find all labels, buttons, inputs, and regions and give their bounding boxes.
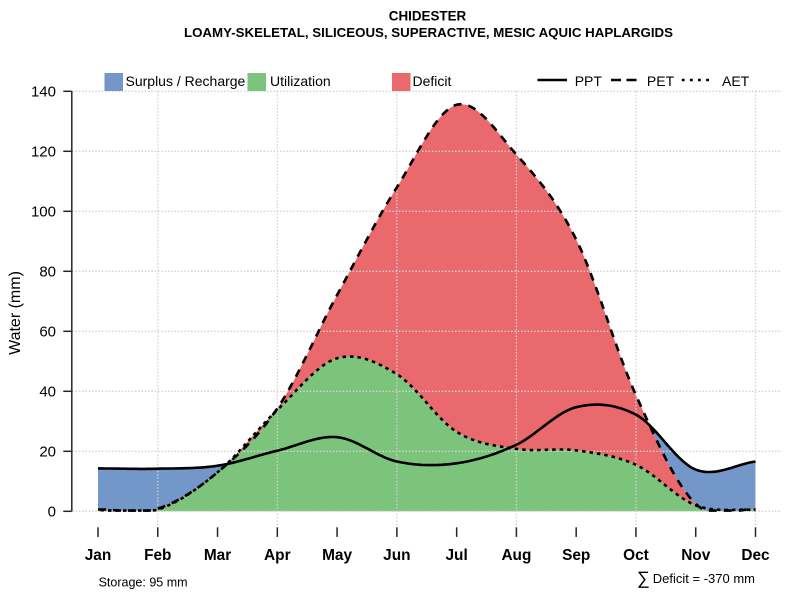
- svg-text:Deficit: Deficit: [413, 73, 452, 89]
- svg-text:May: May: [322, 547, 352, 564]
- svg-text:0: 0: [48, 504, 56, 521]
- svg-text:Jun: Jun: [383, 547, 410, 564]
- svg-text:Mar: Mar: [204, 547, 231, 564]
- svg-text:140: 140: [31, 84, 56, 101]
- svg-text:80: 80: [39, 264, 56, 281]
- svg-text:PET: PET: [647, 73, 675, 89]
- svg-text:Sep: Sep: [562, 547, 590, 564]
- svg-text:Aug: Aug: [501, 547, 531, 564]
- svg-text:CHIDESTER: CHIDESTER: [389, 9, 467, 24]
- svg-text:Apr: Apr: [264, 547, 291, 564]
- svg-text:Jul: Jul: [446, 547, 468, 564]
- svg-text:∑Deficit = -370 mm: ∑ Deficit = -370 mm: [637, 568, 755, 588]
- svg-text:Utilization: Utilization: [270, 73, 331, 89]
- svg-text:LOAMY-SKELETAL, SILICEOUS, SUP: LOAMY-SKELETAL, SILICEOUS, SUPERACTIVE, …: [184, 25, 673, 40]
- svg-text:100: 100: [31, 204, 56, 221]
- svg-text:Nov: Nov: [681, 547, 711, 564]
- svg-text:Oct: Oct: [623, 547, 649, 564]
- svg-text:Water (mm): Water (mm): [7, 271, 24, 355]
- svg-text:40: 40: [39, 384, 56, 401]
- svg-text:60: 60: [39, 324, 56, 341]
- svg-text:Jan: Jan: [85, 547, 112, 564]
- svg-text:Surplus / Recharge: Surplus / Recharge: [126, 73, 246, 89]
- svg-text:Storage: 95 mm: Storage: 95 mm: [99, 576, 188, 590]
- svg-text:Feb: Feb: [144, 547, 171, 564]
- svg-text:20: 20: [39, 444, 56, 461]
- svg-text:Dec: Dec: [741, 547, 770, 564]
- svg-text:AET: AET: [722, 73, 750, 89]
- svg-text:PPT: PPT: [575, 73, 603, 89]
- svg-text:120: 120: [31, 144, 56, 161]
